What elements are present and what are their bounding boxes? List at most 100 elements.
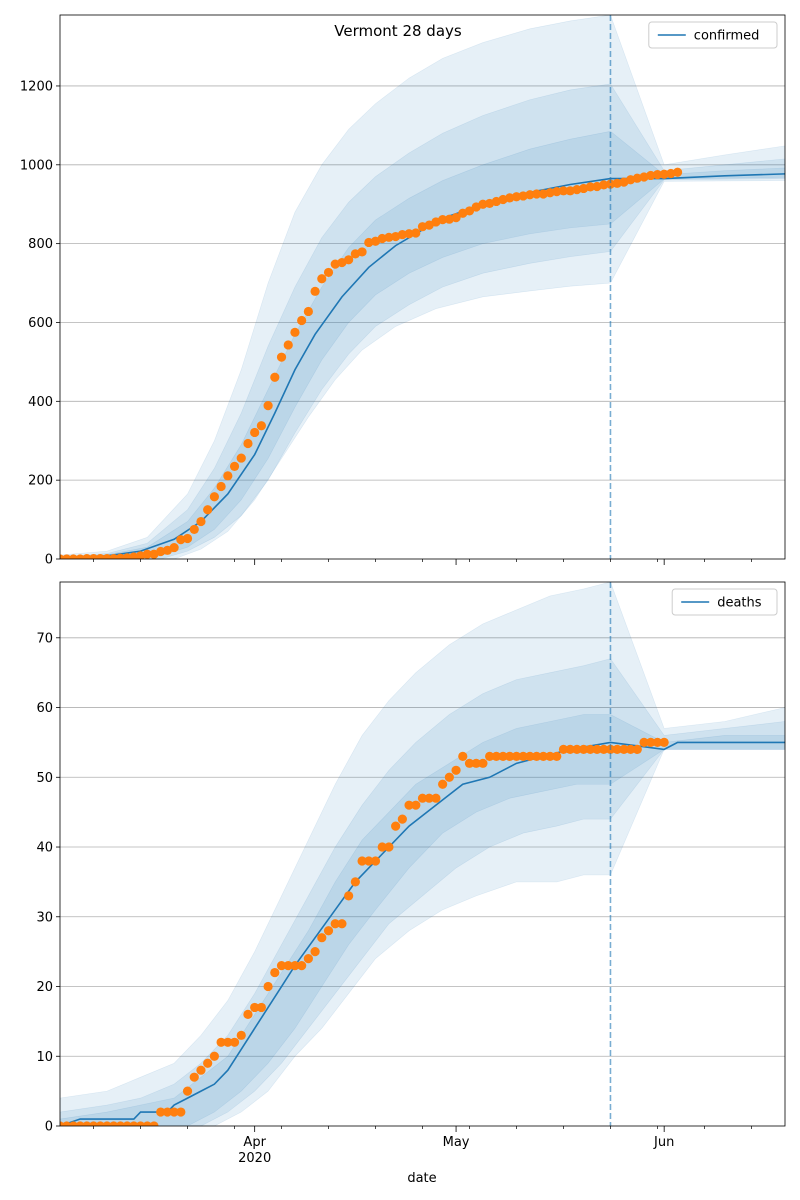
y-tick-label: 0 <box>45 553 53 568</box>
observed-point <box>142 549 152 559</box>
observed-point <box>229 1037 240 1047</box>
legend: deaths <box>671 588 778 616</box>
observed-point <box>485 751 495 761</box>
y-tick-label: 800 <box>28 237 53 252</box>
observed-point <box>283 340 293 350</box>
observed-point <box>303 954 313 964</box>
band-outer <box>60 582 785 1126</box>
observed-point <box>236 1030 246 1040</box>
observed-point <box>431 793 441 803</box>
observed-point <box>619 744 629 754</box>
band-middle <box>60 83 785 559</box>
observed-point <box>672 167 683 177</box>
observed-point <box>182 1086 193 1096</box>
y-tick-label: 50 <box>36 771 53 786</box>
observed-point <box>196 516 206 527</box>
observed-point <box>552 187 562 197</box>
observed-point <box>156 1107 166 1117</box>
observed-point <box>270 967 280 978</box>
band-outer <box>60 15 785 559</box>
observed-point <box>458 751 468 761</box>
observed-point <box>552 751 562 761</box>
observed-point <box>599 744 609 754</box>
observed-point <box>317 274 327 284</box>
observed-point <box>216 481 226 492</box>
model-line <box>60 173 785 559</box>
observed-point <box>626 744 636 754</box>
x-tick-label: May <box>443 1135 470 1150</box>
observed-point <box>599 180 609 190</box>
observed-point <box>357 247 367 257</box>
observed-point <box>337 919 347 929</box>
y-tick-label: 20 <box>36 980 53 995</box>
observed-point <box>162 1107 173 1117</box>
plot-data <box>60 582 785 1126</box>
observed-point <box>438 779 448 789</box>
observed-point <box>558 744 569 754</box>
observed-point <box>525 190 535 200</box>
observed-point <box>344 255 354 265</box>
observed-point <box>464 758 475 768</box>
observed-point <box>310 947 320 957</box>
observed-point <box>276 960 287 971</box>
observed-point <box>203 1058 213 1068</box>
observed-point <box>525 751 535 761</box>
x-tick-sublabel: 2020 <box>238 1151 271 1166</box>
observed-point <box>276 352 287 362</box>
observed-point <box>129 552 139 559</box>
observed-point <box>532 751 542 761</box>
observed-point <box>250 1002 260 1013</box>
observed-point <box>659 169 669 179</box>
observed-point <box>263 401 273 411</box>
observed-point <box>223 471 233 481</box>
observed-point <box>256 1002 266 1013</box>
observed-point <box>270 372 280 382</box>
chart-title: Vermont 28 days <box>334 22 462 40</box>
observed-point <box>169 1107 179 1117</box>
band-middle <box>60 658 785 1126</box>
observed-point <box>579 744 589 754</box>
observed-point <box>545 751 555 761</box>
y-tick-label: 1200 <box>20 79 53 94</box>
observed-point <box>229 461 240 471</box>
observed-point <box>323 926 334 936</box>
observed-point <box>424 793 434 803</box>
observed-point <box>659 737 669 748</box>
legend-box <box>648 21 778 49</box>
y-tick-label: 1000 <box>20 158 53 173</box>
observed-point <box>451 765 461 775</box>
observed-point <box>350 877 360 887</box>
observed-point <box>605 179 616 189</box>
observed-point <box>511 751 522 761</box>
observed-point <box>364 856 374 866</box>
observed-point <box>652 170 663 180</box>
observed-point <box>612 744 622 754</box>
observed-point <box>256 421 266 431</box>
observed-point <box>585 744 595 754</box>
observed-point <box>411 800 421 810</box>
observed-point <box>330 919 340 929</box>
observed-point <box>639 737 649 748</box>
observed-point <box>498 751 508 761</box>
observed-point <box>464 206 475 216</box>
observed-point <box>632 744 642 754</box>
legend-label: deaths <box>717 596 762 611</box>
observed-point <box>370 856 381 866</box>
observed-point <box>290 960 300 971</box>
y-tick-label: 70 <box>36 631 53 646</box>
observed-point <box>297 315 307 326</box>
observed-point <box>263 981 273 992</box>
observed-point <box>303 306 313 317</box>
observed-point <box>538 751 548 761</box>
observed-point <box>505 751 515 761</box>
observed-point <box>451 213 461 223</box>
observed-point <box>377 842 387 852</box>
observed-point <box>511 192 522 202</box>
observed-point <box>169 542 179 553</box>
observed-point <box>203 505 213 515</box>
y-tick-label: 10 <box>36 1050 53 1065</box>
observed-point <box>357 856 367 866</box>
